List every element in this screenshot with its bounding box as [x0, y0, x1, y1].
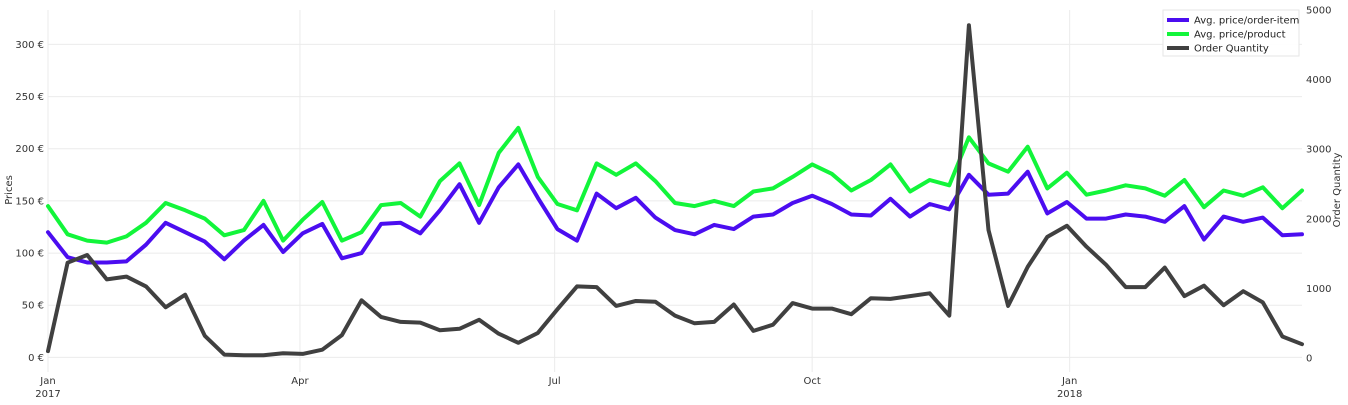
legend-label: Avg. price/product	[1194, 30, 1286, 41]
y2-tick-label: 5000	[1306, 6, 1331, 17]
legend-item[interactable]: Avg. price/order-item	[1167, 16, 1299, 27]
y2-tick-label: 3000	[1306, 145, 1331, 156]
legend[interactable]: Avg. price/order-item Avg. price/product O…	[1162, 9, 1300, 57]
y2-tick-label: 2000	[1306, 214, 1331, 225]
series-line-order-quantity[interactable]	[46, 23, 1304, 358]
x-tick-year-label: 2018	[1057, 389, 1082, 400]
series-line-avg-price-order-item[interactable]	[46, 162, 1304, 265]
x-tick-label: Jan	[1061, 376, 1077, 387]
series-layer	[46, 23, 1304, 358]
y-tick-label: 250 €	[15, 92, 44, 103]
legend-label: Order Quantity	[1194, 44, 1269, 55]
y-tick-label: 200 €	[15, 144, 44, 155]
y-tick-label: 50 €	[22, 301, 44, 312]
y2-tick-label: 4000	[1306, 75, 1331, 86]
axis-layer: 0 € 50 € 100 € 150 € 200 € 250 € 300 € 0 1000 200…	[15, 6, 1331, 401]
x-tick-label: Apr	[291, 376, 309, 387]
x-tick-year-label: 2017	[35, 389, 60, 400]
x-tick-label: Oct	[804, 376, 821, 387]
y-tick-label: 0 €	[28, 353, 44, 364]
y-tick-label: 150 €	[15, 196, 44, 207]
legend-item[interactable]: Avg. price/product	[1167, 30, 1286, 41]
y2-axis-title: Order Quantity	[1332, 153, 1343, 228]
x-tick-label: Jan	[39, 376, 55, 387]
legend-item[interactable]: Order Quantity	[1167, 44, 1269, 55]
x-tick-label: Jul	[548, 376, 561, 387]
y-tick-label: 300 €	[15, 40, 44, 51]
y-axis-title: Prices	[4, 175, 15, 205]
y2-tick-label: 0	[1306, 354, 1312, 365]
series-line-avg-price-product[interactable]	[46, 125, 1304, 245]
y-tick-label: 100 €	[15, 249, 44, 260]
grid-layer	[47, 10, 1302, 372]
legend-label: Avg. price/order-item	[1194, 16, 1299, 27]
y2-tick-label: 1000	[1306, 284, 1331, 295]
